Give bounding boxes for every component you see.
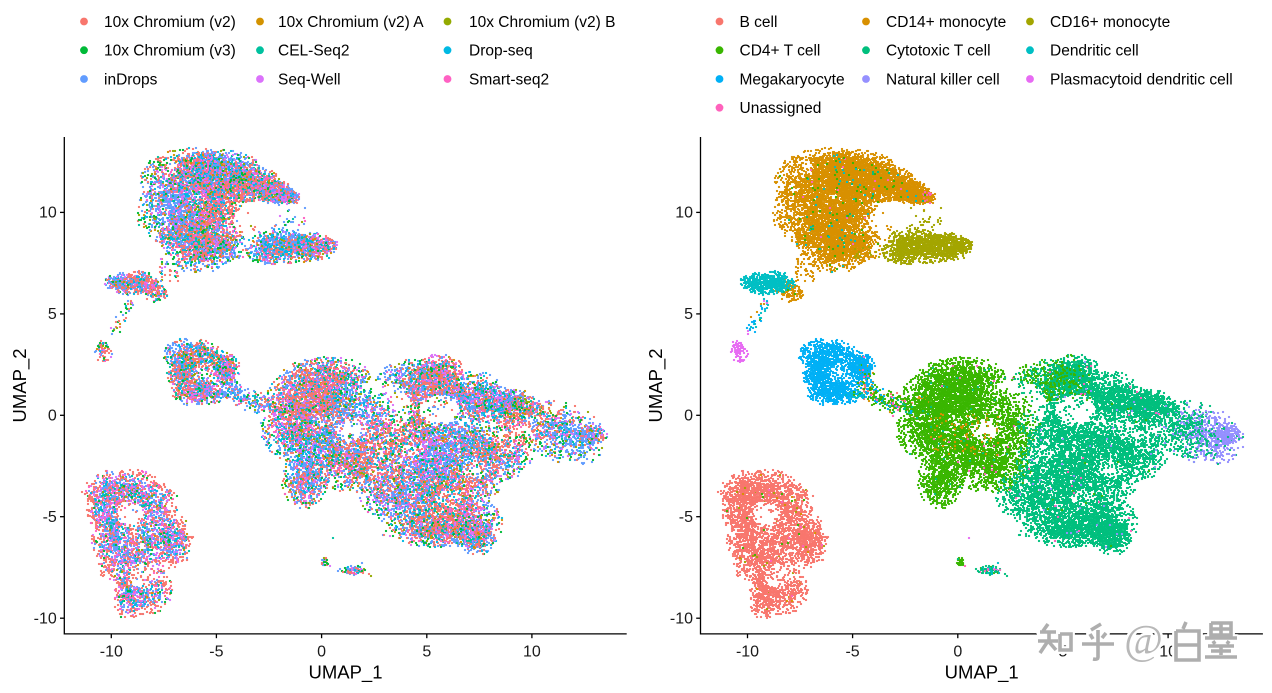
svg-text:CEL-Seq2: CEL-Seq2 [278, 43, 350, 60]
svg-text:-10: -10 [100, 644, 123, 661]
svg-text:10: 10 [39, 205, 57, 222]
svg-text:inDrops: inDrops [104, 71, 158, 88]
svg-text:Unassigned: Unassigned [740, 100, 822, 117]
svg-text:B cell: B cell [740, 14, 778, 31]
svg-text:Seq-Well: Seq-Well [278, 71, 341, 88]
svg-text:CD14+ monocyte: CD14+ monocyte [886, 14, 1006, 31]
svg-text:Smart-seq2: Smart-seq2 [469, 71, 549, 88]
svg-text:Drop-seq: Drop-seq [469, 43, 533, 60]
svg-text:0: 0 [953, 644, 962, 661]
svg-text:0: 0 [48, 408, 57, 425]
svg-text:UMAP_1: UMAP_1 [945, 662, 1019, 684]
svg-text:-5: -5 [679, 509, 693, 526]
svg-text:10x Chromium (v2) A: 10x Chromium (v2) A [278, 14, 424, 31]
svg-text:CD16+ monocyte: CD16+ monocyte [1050, 14, 1170, 31]
svg-text:5: 5 [684, 306, 693, 323]
svg-text:-5: -5 [209, 644, 223, 661]
svg-text:Cytotoxic T cell: Cytotoxic T cell [886, 43, 991, 60]
svg-text:@: @ [1124, 618, 1163, 664]
svg-text:10x Chromium (v3): 10x Chromium (v3) [104, 43, 236, 60]
svg-text:Plasmacytoid dendritic cell: Plasmacytoid dendritic cell [1050, 71, 1233, 88]
svg-text:UMAP_2: UMAP_2 [645, 348, 667, 422]
svg-text:-5: -5 [845, 644, 859, 661]
svg-text:0: 0 [684, 408, 693, 425]
svg-text:-10: -10 [34, 611, 57, 628]
svg-text:Megakaryocyte: Megakaryocyte [740, 71, 845, 88]
svg-text:10: 10 [675, 205, 693, 222]
svg-text:10x Chromium (v2): 10x Chromium (v2) [104, 14, 236, 31]
svg-text:5: 5 [422, 644, 431, 661]
svg-text:UMAP_2: UMAP_2 [9, 348, 31, 422]
svg-text:10x Chromium (v2) B: 10x Chromium (v2) B [469, 14, 615, 31]
svg-text:5: 5 [48, 306, 57, 323]
svg-text:Dendritic cell: Dendritic cell [1050, 43, 1139, 60]
svg-text:10: 10 [523, 644, 541, 661]
svg-text:UMAP_1: UMAP_1 [308, 662, 382, 684]
svg-text:-10: -10 [670, 611, 693, 628]
svg-text:Natural killer cell: Natural killer cell [886, 71, 1000, 88]
svg-text:0: 0 [317, 644, 326, 661]
svg-text:-5: -5 [43, 509, 57, 526]
svg-text:-10: -10 [736, 644, 759, 661]
svg-text:CD4+ T cell: CD4+ T cell [740, 43, 821, 60]
